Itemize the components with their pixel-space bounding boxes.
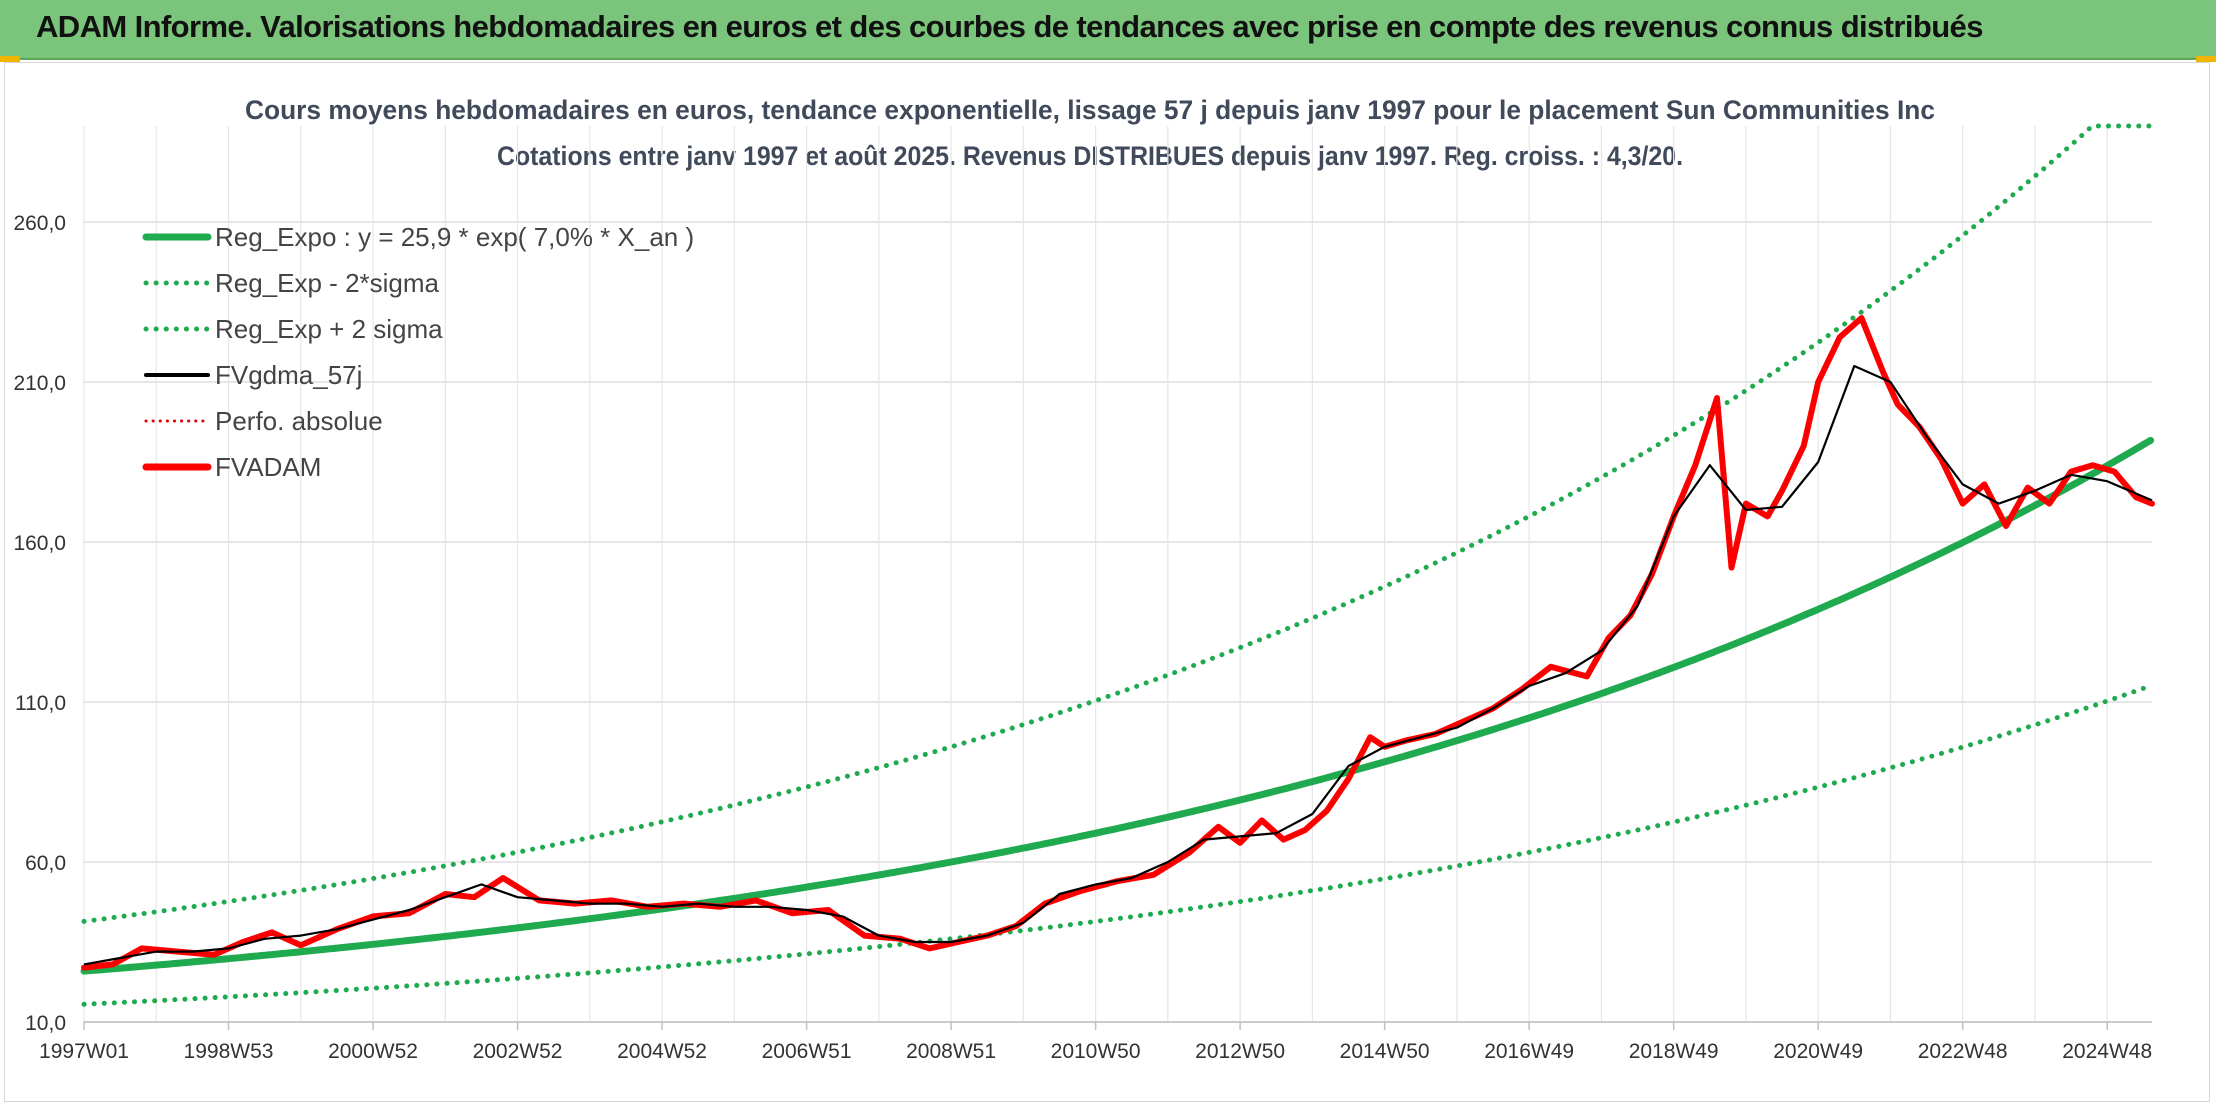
- y-tick-label: 10,0: [25, 1012, 66, 1035]
- chart-title: Cours moyens hebdomadaires en euros, ten…: [245, 95, 1935, 125]
- chart-subtitle: Cotations entre janv 1997 et août 2025. …: [497, 141, 1683, 171]
- legend-entry-gdma: FVgdma_57j: [144, 360, 362, 390]
- y-tick-label: 160,0: [13, 532, 66, 555]
- series-perfo-absolue: [83, 316, 2153, 969]
- x-tick-label: 2004W52: [617, 1040, 707, 1063]
- x-tick-label: 2014W50: [1340, 1040, 1430, 1063]
- x-tick-label: 2000W52: [328, 1040, 418, 1063]
- series-reg-plus-2sigma: [81, 123, 2154, 924]
- legend-entry-plus: Reg_Exp + 2 sigma: [143, 314, 443, 344]
- legend-entry-minus: Reg_Exp - 2*sigma: [143, 268, 440, 298]
- chart-area-border: [4, 62, 2210, 1102]
- series-reg-expo: [80, 436, 2155, 975]
- x-tick-label: 2012W50: [1195, 1040, 1285, 1063]
- x-tick-label: 2024W48: [2062, 1040, 2152, 1063]
- y-tick-label: 110,0: [15, 692, 66, 715]
- x-tick-label: 2006W51: [762, 1040, 852, 1063]
- legend-label: Reg_Exp - 2*sigma: [215, 268, 440, 298]
- legend-entry-fvadam: FVADAM: [142, 452, 321, 482]
- x-tick-label: 2008W51: [906, 1040, 996, 1063]
- legend-entry-perfo: Perfo. absolue: [144, 406, 383, 436]
- legend-label: Reg_Expo : y = 25,9 * exp( 7,0% * X_an ): [215, 222, 694, 252]
- x-tick-label: 2016W49: [1484, 1040, 1574, 1063]
- series-fvadam: [81, 315, 2155, 971]
- legend-label: FVADAM: [215, 452, 321, 482]
- y-tick-label: 210,0: [13, 372, 66, 395]
- corner-marker: [0, 56, 20, 62]
- x-tick-label: 2002W52: [473, 1040, 563, 1063]
- x-tick-label: 1998W53: [184, 1040, 274, 1063]
- report-banner: ADAM Informe. Valorisations hebdomadaire…: [0, 0, 2216, 60]
- x-tick-label: 2022W48: [1918, 1040, 2008, 1063]
- legend-label: Perfo. absolue: [215, 406, 383, 436]
- legend-label: Reg_Exp + 2 sigma: [215, 314, 443, 344]
- y-tick-label: 60,0: [25, 852, 66, 875]
- y-tick-label: 260,0: [13, 212, 66, 235]
- legend-entry-reg: Reg_Expo : y = 25,9 * exp( 7,0% * X_an ): [142, 222, 694, 252]
- x-tick-label: 2018W49: [1629, 1040, 1719, 1063]
- legend-label: FVgdma_57j: [215, 360, 362, 390]
- series-reg-minus-2sigma: [81, 683, 2154, 1007]
- report-title: ADAM Informe. Valorisations hebdomadaire…: [36, 9, 1983, 44]
- corner-marker: [2196, 56, 2216, 62]
- series-fvgdma-57j: [83, 364, 2153, 966]
- x-tick-label: 2020W49: [1773, 1040, 1863, 1063]
- x-tick-label: 1997W01: [39, 1040, 129, 1063]
- x-tick-label: 2010W50: [1051, 1040, 1141, 1063]
